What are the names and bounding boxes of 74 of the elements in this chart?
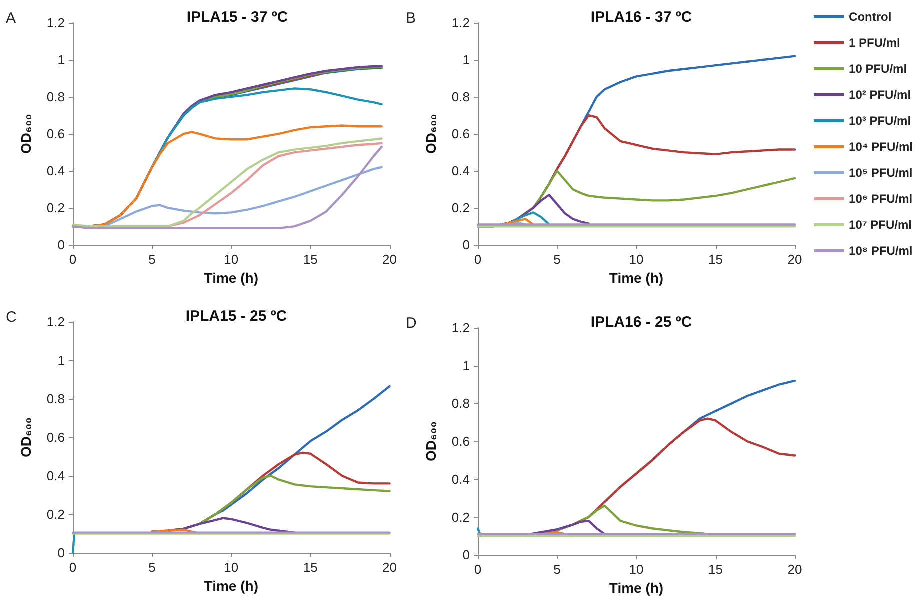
x-tick-label: 20 — [788, 562, 802, 578]
y-tick-label: 1 — [462, 358, 470, 374]
y-tick-label: 1.2 — [46, 314, 65, 330]
x-tick-label: 10 — [224, 252, 239, 268]
x-tick-label: 20 — [382, 560, 398, 575]
y-tick-label: 0.6 — [452, 434, 470, 450]
x-tick-label: 0 — [69, 252, 77, 268]
text: D — [406, 315, 417, 332]
y-axis-title: OD₆₀₀ — [18, 418, 34, 458]
legend-label: 1 PFU/ml — [849, 36, 900, 50]
x-tick-label: 0 — [69, 560, 77, 575]
x-tick-label: 20 — [382, 252, 398, 268]
text: A — [6, 10, 16, 27]
x-axis-title: Time (h) — [204, 578, 258, 594]
y-tick-label: 0 — [462, 548, 470, 563]
chart-title: IPLA15 - 25 ºC — [186, 308, 288, 325]
y-axis-title: OD₆₀₀ — [423, 422, 439, 462]
chart-title: IPLA15 - 37 ºC — [186, 9, 288, 26]
legend-label: 10³ PFU/ml — [849, 114, 912, 128]
y-tick-label: 0.2 — [452, 200, 470, 216]
legend-label: 10² PFU/ml — [849, 88, 912, 102]
y-tick-label: 0.8 — [452, 90, 470, 105]
y-tick-label: 1.2 — [452, 320, 470, 336]
x-tick-label: 5 — [554, 562, 561, 578]
x-tick-label: 15 — [303, 560, 318, 575]
y-axis-title: OD₆₀₀ — [423, 114, 439, 154]
chart-title: IPLA16 - 25 ºC — [590, 314, 692, 331]
x-tick-label: 10 — [629, 562, 644, 578]
y-tick-label: 0 — [58, 546, 65, 560]
y-tick-label: 0.6 — [46, 430, 65, 445]
y-tick-label: 0.2 — [452, 510, 470, 525]
legend-label: 10⁶ PFU/ml — [849, 192, 913, 206]
x-tick-label: 5 — [148, 252, 156, 268]
y-tick-label: 0.4 — [46, 468, 65, 484]
y-tick-label: 0.2 — [46, 507, 65, 522]
x-tick-label: 10 — [629, 252, 644, 268]
x-axis-title: Time (h) — [609, 270, 664, 286]
legend-label: 10⁷ PFU/ml — [849, 218, 912, 232]
y-tick-label: 0.8 — [452, 396, 470, 412]
chart-title: IPLA16 - 37 ºC — [590, 9, 692, 26]
y-tick-label: 0.4 — [452, 472, 470, 487]
legend-label: 10⁴ PFU/ml — [849, 140, 914, 154]
x-axis-title: Time (h) — [204, 270, 258, 286]
legend-label: Control — [849, 10, 892, 24]
y-tick-label: 0 — [58, 238, 65, 253]
y-tick-label: 1 — [58, 52, 65, 68]
x-tick-label: 15 — [303, 252, 318, 268]
y-tick-label: 1.2 — [452, 16, 470, 30]
x-tick-label: 15 — [708, 252, 723, 268]
y-tick-label: 0.6 — [452, 126, 470, 142]
text: C — [6, 309, 17, 326]
y-tick-label: 0 — [462, 238, 470, 253]
x-tick-label: 15 — [708, 562, 723, 578]
text: B — [406, 10, 416, 27]
y-tick-label: 0.8 — [46, 90, 65, 105]
y-tick-label: 1.2 — [46, 16, 65, 30]
x-tick-label: 0 — [474, 562, 482, 578]
legend-label: 10⁵ PFU/ml — [849, 166, 913, 180]
y-tick-label: 0.2 — [46, 200, 65, 216]
y-tick-label: 0.4 — [46, 164, 65, 179]
x-tick-label: 0 — [474, 252, 482, 268]
y-tick-label: 0.4 — [452, 164, 470, 179]
x-tick-label: 5 — [148, 560, 156, 575]
y-tick-label: 0.8 — [46, 392, 65, 406]
legend-label: 10⁸ PFU/ml — [849, 244, 913, 258]
legend-label: 10 PFU/ml — [849, 62, 908, 76]
x-tick-label: 5 — [554, 252, 561, 268]
y-axis-title: OD₆₀₀ — [18, 114, 34, 154]
y-tick-label: 1 — [462, 52, 470, 68]
x-tick-label: 10 — [224, 560, 239, 575]
x-tick-label: 20 — [788, 252, 802, 268]
y-tick-label: 0.6 — [46, 126, 65, 142]
x-axis-title: Time (h) — [609, 580, 664, 596]
y-tick-label: 1 — [58, 353, 65, 368]
